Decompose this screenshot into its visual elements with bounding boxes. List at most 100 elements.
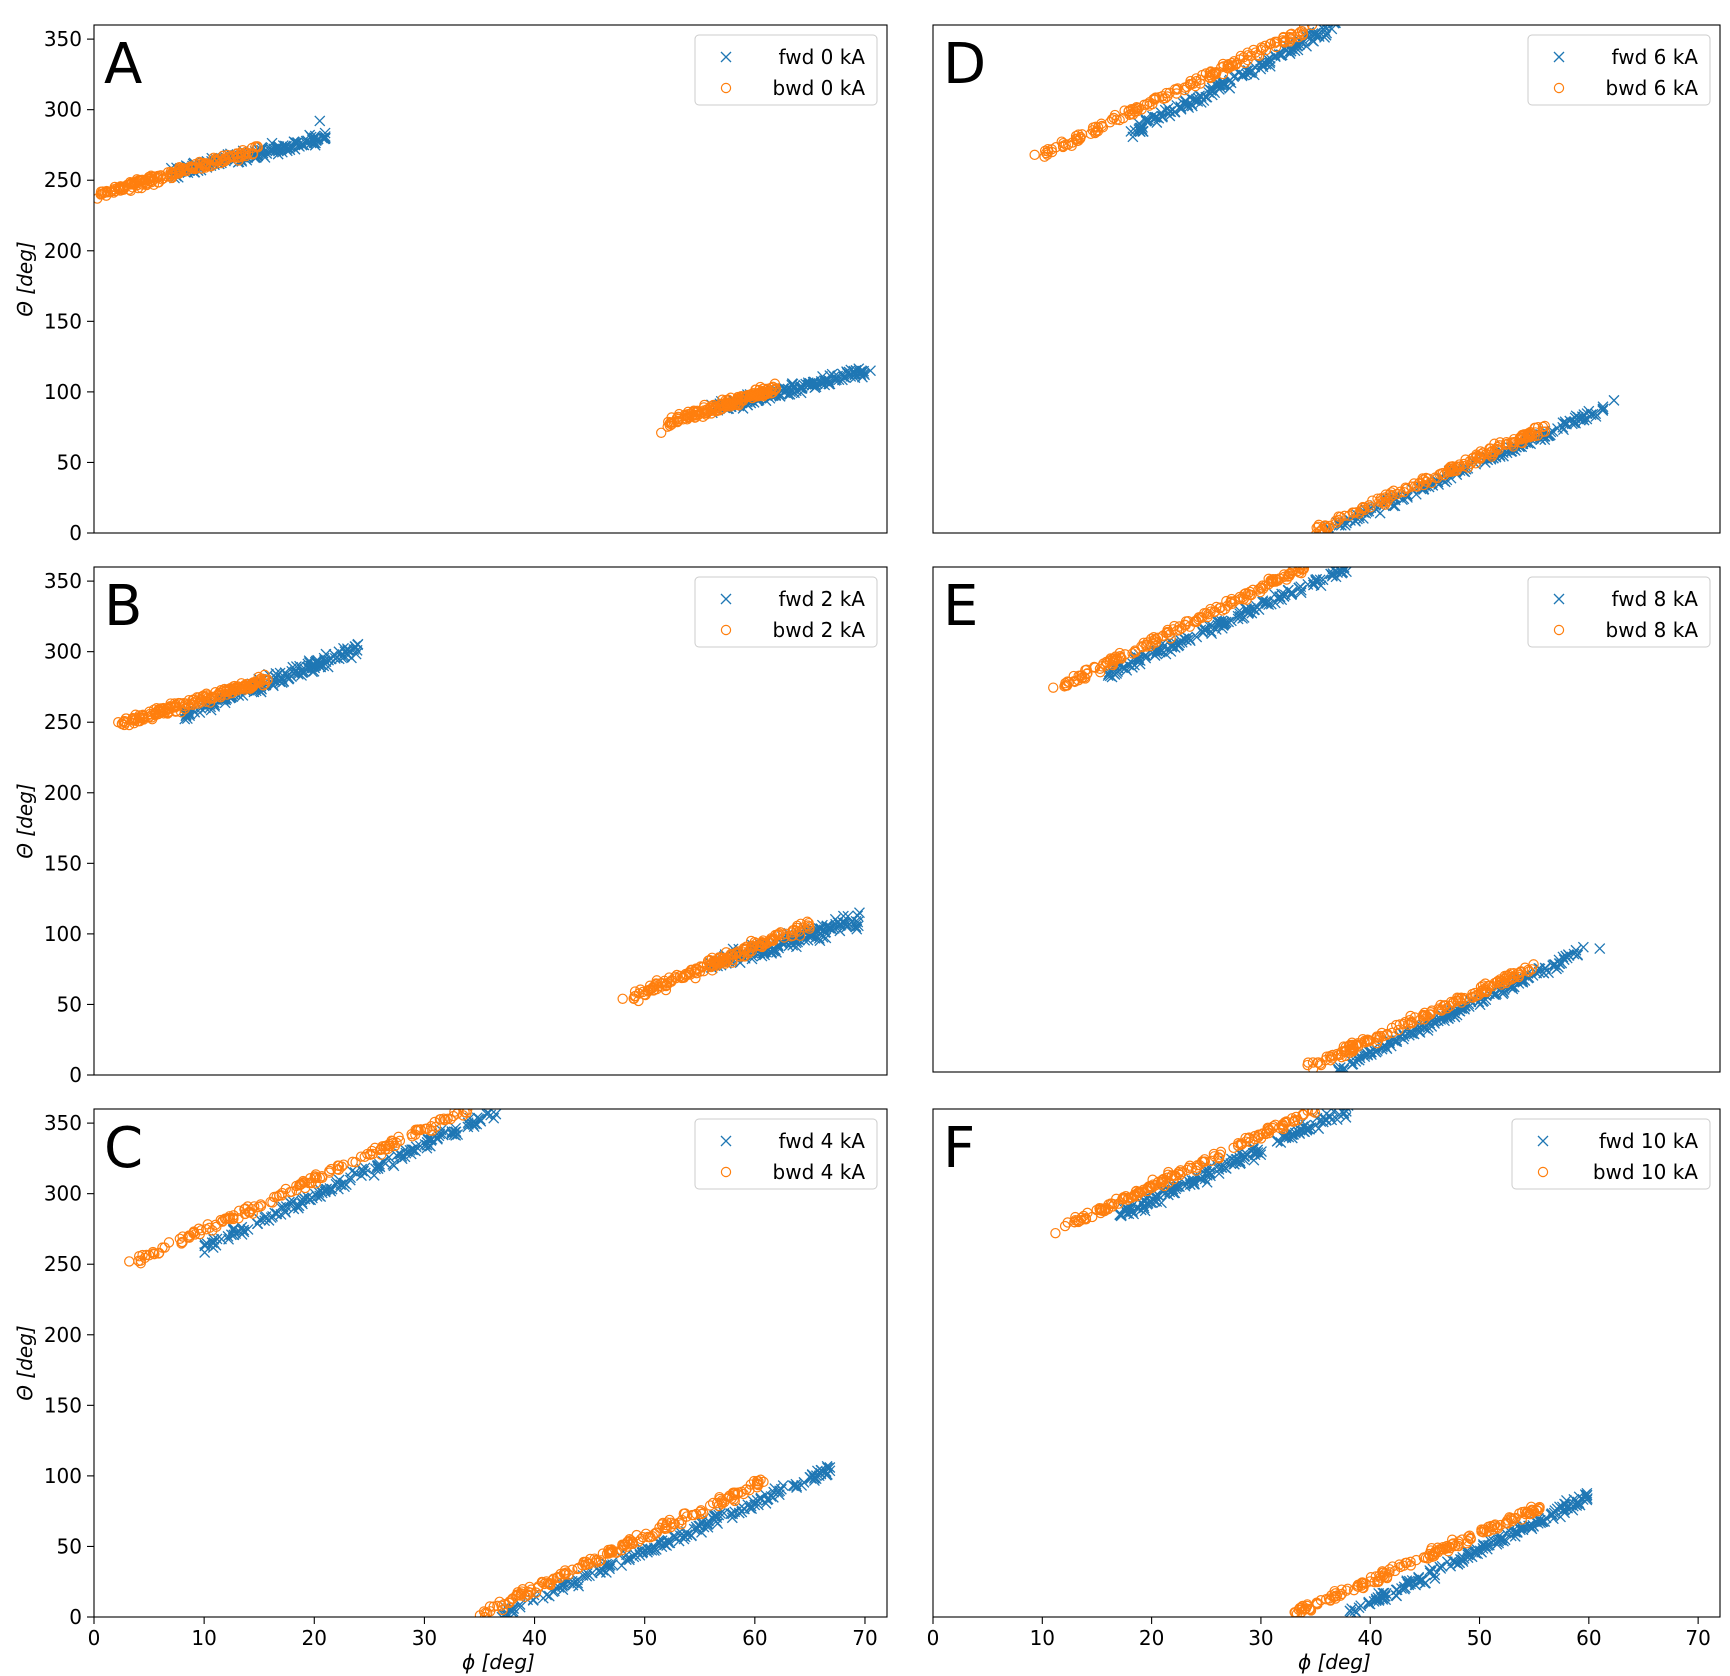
data-point <box>1308 579 1320 590</box>
data-point <box>1454 1557 1466 1569</box>
data-point <box>188 163 199 175</box>
data-point <box>1073 1216 1084 1228</box>
data-point <box>1340 1109 1352 1113</box>
data-point <box>1139 1205 1151 1217</box>
data-point <box>659 1539 671 1551</box>
data-point <box>1204 1166 1216 1178</box>
legend-marker-o <box>720 82 732 94</box>
data-point <box>1377 1041 1388 1053</box>
data-point <box>804 921 815 932</box>
data-point <box>166 167 178 179</box>
data-point <box>305 1173 316 1184</box>
data-point <box>344 645 356 657</box>
data-point <box>137 1249 148 1261</box>
data-point <box>177 1231 188 1242</box>
legend-box <box>1511 1118 1711 1190</box>
panel-a: 0 50 100 150 200 250 300 350 Θ [deg] A fwd 0 kA bwd… <box>13 24 888 545</box>
legend-marker-o <box>1537 1166 1549 1178</box>
data-point <box>1204 67 1216 78</box>
data-point <box>1215 1162 1227 1174</box>
legend-box <box>694 576 878 648</box>
data-point <box>297 1175 309 1187</box>
data-point <box>1381 1029 1393 1041</box>
data-point <box>616 1560 628 1572</box>
data-point <box>124 1256 135 1267</box>
data-point <box>1151 117 1163 128</box>
data-point <box>1529 422 1540 434</box>
data-point <box>1029 149 1040 161</box>
data-point <box>1191 73 1202 84</box>
y-tick-label: 250 <box>44 1252 82 1276</box>
data-point <box>1335 1590 1346 1601</box>
data-point <box>1157 630 1169 641</box>
data-point <box>786 379 798 391</box>
data-point <box>1594 943 1606 955</box>
data-point <box>1470 458 1481 469</box>
data-point <box>573 1580 585 1592</box>
axes-frame <box>93 24 888 534</box>
data-point <box>259 151 271 163</box>
data-point <box>1287 1116 1299 1128</box>
data-point <box>1311 522 1322 533</box>
y-tick-label: 200 <box>44 781 82 805</box>
legend-marker-x <box>720 51 732 63</box>
data-point <box>165 701 176 712</box>
data-point <box>603 1548 615 1559</box>
data-point <box>796 381 808 393</box>
data-point <box>342 644 354 656</box>
data-point <box>459 1109 470 1118</box>
data-point <box>1184 1160 1196 1171</box>
data-point <box>1345 1055 1357 1067</box>
data-point <box>1244 1136 1256 1148</box>
data-point <box>255 1199 266 1210</box>
data-point <box>1372 493 1383 504</box>
data-point <box>1560 950 1572 962</box>
data-point <box>452 1129 464 1140</box>
data-point <box>1103 1199 1114 1210</box>
data-point <box>1057 141 1069 153</box>
data-point <box>1213 1152 1224 1163</box>
data-point <box>661 1517 673 1528</box>
data-point <box>252 1218 264 1230</box>
data-point <box>1484 980 1496 992</box>
data-point <box>155 704 166 716</box>
data-point <box>1569 416 1581 428</box>
data-point <box>753 390 765 401</box>
data-point <box>215 1214 226 1226</box>
data-point <box>1336 1584 1347 1595</box>
y-tick-label: 350 <box>44 1111 82 1135</box>
data-point <box>1307 1063 1319 1072</box>
data-point <box>310 1169 322 1180</box>
data-point <box>1174 621 1185 632</box>
data-point <box>204 697 216 708</box>
data-point <box>1106 114 1118 125</box>
x-tick-label: 60 <box>1576 1626 1601 1650</box>
data-point <box>1427 1563 1439 1575</box>
data-point <box>1324 520 1335 532</box>
data-point <box>326 1183 338 1195</box>
data-point <box>1338 1064 1350 1072</box>
data-point <box>1498 1535 1509 1547</box>
data-point <box>816 919 828 931</box>
y-tick-label: 350 <box>44 27 82 51</box>
data-point <box>140 174 151 185</box>
data-point <box>1346 1044 1357 1055</box>
data-point <box>141 1249 152 1261</box>
data-point <box>760 1497 772 1509</box>
data-point <box>1043 146 1054 157</box>
data-point <box>1326 1114 1338 1126</box>
data-point <box>688 410 700 421</box>
y-tick-label: 150 <box>44 309 82 333</box>
data-point <box>1378 1570 1389 1581</box>
data-point <box>1080 1214 1092 1225</box>
legend-box <box>694 1118 878 1190</box>
data-point <box>1188 1175 1200 1187</box>
data-point <box>399 1144 411 1156</box>
data-point <box>1255 44 1267 56</box>
data-point <box>1089 662 1101 673</box>
data-point <box>1199 607 1210 619</box>
data-point <box>784 388 796 400</box>
data-point <box>1299 25 1310 32</box>
y-tick-label: 50 <box>57 1534 82 1558</box>
data-point <box>338 1177 350 1189</box>
